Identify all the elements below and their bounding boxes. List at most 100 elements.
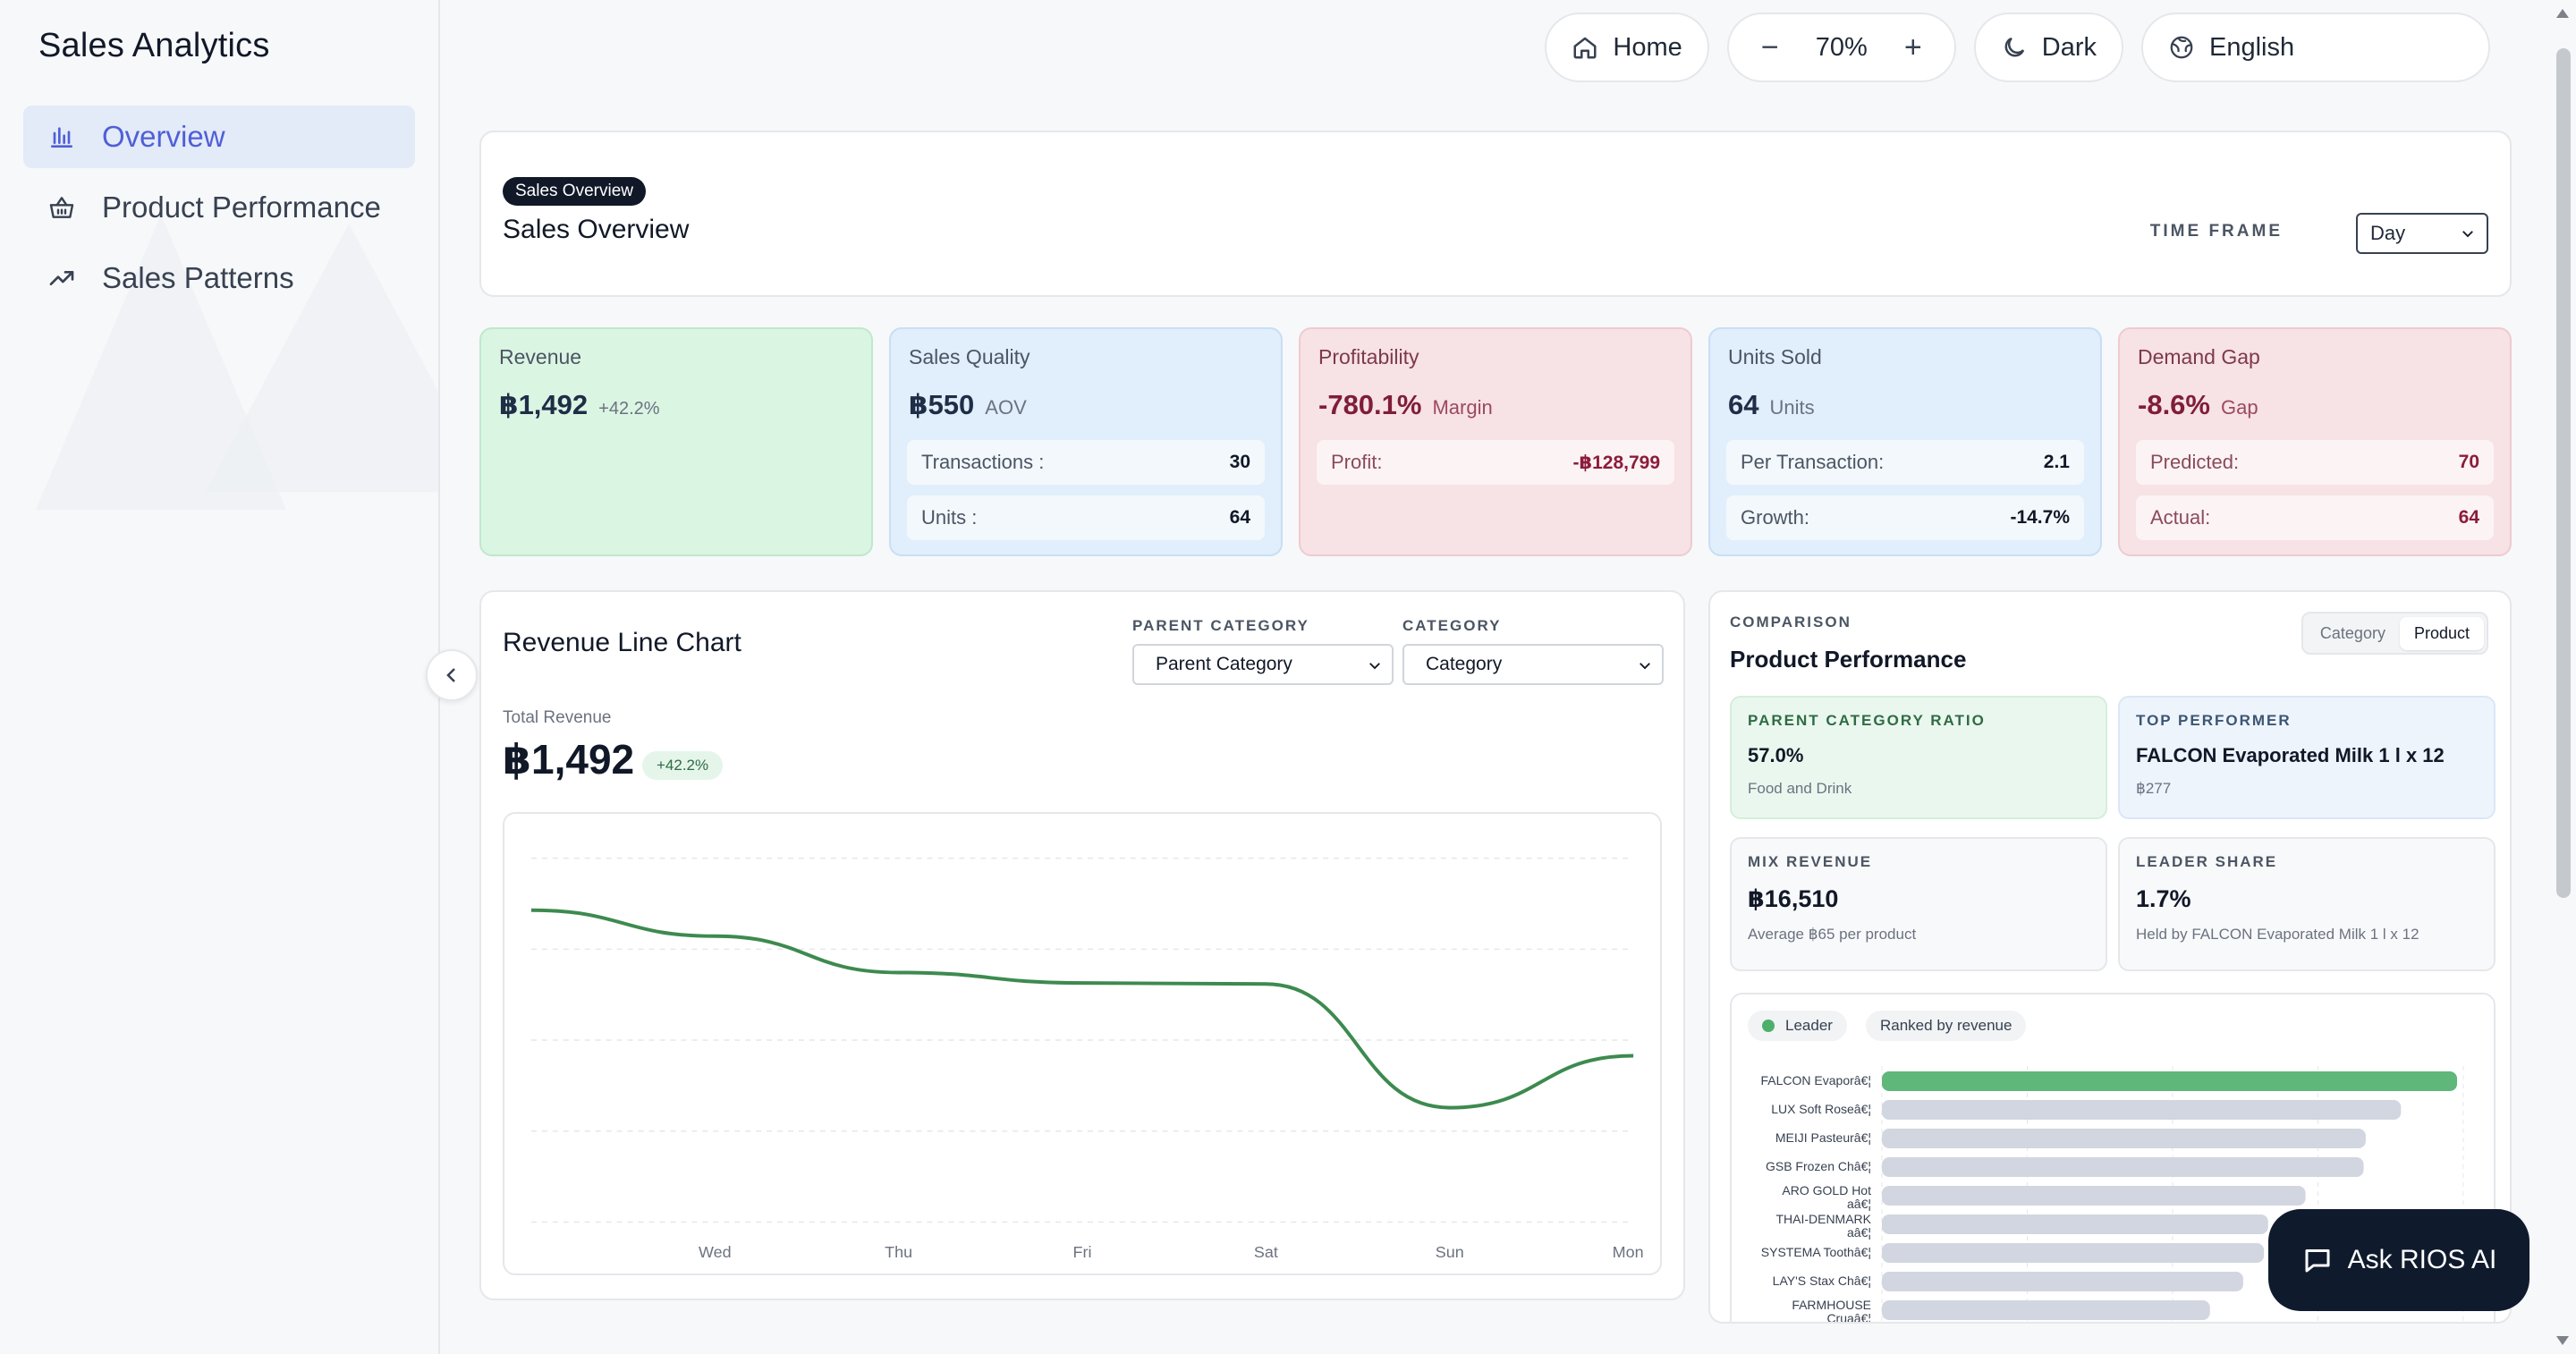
- kpi-unit: Units: [1769, 396, 1815, 419]
- kpi-detail-value: 64: [1229, 507, 1250, 528]
- zoom-out-button[interactable]: −: [1760, 30, 1779, 64]
- kpi-detail-value: 70: [2458, 452, 2479, 472]
- mini-sub: Held by FALCON Evaporated Milk 1 l x 12: [2136, 926, 2419, 943]
- x-tick-label: Sat: [1254, 1243, 1278, 1261]
- home-icon: [1573, 37, 1597, 59]
- leader-share-card: LEADER SHARE 1.7% Held by FALCON Evapora…: [2118, 837, 2496, 971]
- category-select[interactable]: Category: [1402, 644, 1664, 685]
- scroll-thumb[interactable]: [2556, 48, 2571, 898]
- kpi-detail-label: Predicted:: [2150, 451, 2240, 473]
- ask-ai-button[interactable]: Ask RIOS AI: [2268, 1209, 2529, 1311]
- y-tick-label: aâ€¦: [1847, 1225, 1871, 1240]
- y-tick-label: FALCON Evaporâ€¦: [1761, 1073, 1871, 1087]
- y-tick-label: ARO GOLD Hot: [1782, 1183, 1871, 1197]
- product-bar-chart: Leader Ranked by revenue ฿0฿70฿140฿210฿2…: [1730, 993, 2496, 1322]
- bar-chart-svg: ฿0฿70฿140฿210฿280FALCON Evaporâ€¦LUX Sof…: [1761, 1066, 2464, 1322]
- kpi-detail-label: Profit:: [1331, 451, 1383, 473]
- mini-value: ฿16,510: [1748, 885, 1839, 912]
- trend-icon: [47, 263, 77, 293]
- kpi-value-group: -780.1% Margin: [1318, 389, 1673, 421]
- revenue-line-chart: Wed Thu Fri Sat Sun Mon: [503, 812, 1662, 1275]
- globe-icon: [2170, 36, 2193, 59]
- kpi-detail-row: Units : 64: [907, 495, 1265, 540]
- total-revenue-value: ฿1,492: [503, 736, 635, 783]
- kpi-value: -780.1%: [1318, 389, 1422, 420]
- category-filter: CATEGORY Category: [1402, 617, 1664, 685]
- kpi-title: Sales Quality: [909, 345, 1030, 368]
- kpi-value-group: ฿1,492 +42.2%: [499, 389, 853, 421]
- select-value: Category: [1426, 654, 1503, 674]
- kpi-unit: Margin: [1432, 396, 1493, 419]
- sidebar: Sales Analytics Overview Product Perform…: [0, 0, 440, 1354]
- sidebar-item-product-performance[interactable]: Product Performance: [23, 176, 415, 239]
- sidebar-item-label: Product Performance: [102, 190, 381, 224]
- kpi-title: Units Sold: [1728, 345, 1822, 368]
- product-bar: [1882, 1243, 2265, 1263]
- home-button[interactable]: Home: [1545, 13, 1709, 82]
- legend-label: Leader: [1785, 1017, 1833, 1034]
- kpi-value-group: 64 Units: [1728, 389, 2082, 421]
- kpi-detail-value: -฿128,799: [1572, 452, 1660, 473]
- kpi-detail-label: Growth:: [1741, 506, 1810, 529]
- revenue-chart-card: Revenue Line Chart PARENT CATEGORY Paren…: [479, 590, 1685, 1300]
- x-tick-label: Wed: [699, 1243, 732, 1261]
- sidebar-item-sales-patterns[interactable]: Sales Patterns: [23, 247, 415, 309]
- sidebar-item-label: Overview: [102, 120, 225, 153]
- kpi-detail-label: Actual:: [2150, 506, 2211, 529]
- product-bar: [1882, 1100, 2402, 1120]
- kpi-detail-row: Profit: -฿128,799: [1317, 440, 1674, 485]
- zoom-in-button[interactable]: +: [1903, 30, 1922, 64]
- timeframe-value: Day: [2370, 222, 2406, 244]
- page-title: Sales Overview: [503, 215, 690, 244]
- parent-category-ratio-card: PARENT CATEGORY RATIO 57.0% Food and Dri…: [1730, 696, 2107, 819]
- sidebar-item-overview[interactable]: Overview: [23, 106, 415, 168]
- kpi-profitability: Profitability -780.1% Margin Profit: -฿12…: [1299, 327, 1692, 556]
- main-content: Sales Overview Sales Overview TIME FRAME…: [479, 131, 2512, 1324]
- language-label: English: [2209, 32, 2295, 62]
- zoom-control: − 70% +: [1726, 13, 1956, 82]
- kpi-detail-row: Per Transaction: 2.1: [1726, 440, 2084, 485]
- kpi-detail-value: 64: [2458, 507, 2479, 528]
- y-tick-label: GSB Frozen Châ€¦: [1766, 1159, 1871, 1173]
- language-selector[interactable]: English: [2141, 13, 2490, 82]
- parent-category-select[interactable]: Parent Category: [1132, 644, 1394, 685]
- home-label: Home: [1613, 32, 1682, 62]
- kpi-value: 64: [1728, 389, 1759, 420]
- x-tick-label: Sun: [1436, 1243, 1464, 1261]
- comparison-title: Product Performance: [1730, 646, 1967, 673]
- product-bar: [1882, 1071, 2458, 1091]
- revenue-series-line: [530, 908, 1634, 1110]
- timeframe-select[interactable]: Day: [2356, 213, 2488, 254]
- x-tick-label: Fri: [1073, 1243, 1092, 1261]
- toggle-product[interactable]: Product: [2399, 616, 2484, 650]
- mini-value: 1.7%: [2136, 885, 2191, 912]
- sales-overview-header: Sales Overview Sales Overview TIME FRAME…: [479, 131, 2512, 297]
- chat-bubble-icon: [2305, 1249, 2330, 1273]
- scroll-up-arrow-icon[interactable]: [2556, 9, 2569, 18]
- theme-toggle-button[interactable]: Dark: [1973, 13, 2123, 82]
- product-bar: [1882, 1129, 2366, 1148]
- product-comparison-card: COMPARISON Product Performance Category …: [1708, 590, 2512, 1324]
- kpi-detail-row: Actual: 64: [2136, 495, 2494, 540]
- theme-label: Dark: [2041, 32, 2097, 62]
- kpi-detail-label: Transactions :: [921, 451, 1045, 473]
- mix-revenue-card: MIX REVENUE ฿16,510 Average ฿65 per prod…: [1730, 837, 2107, 971]
- legend-ranked: Ranked by revenue: [1866, 1011, 2027, 1041]
- kpi-value-group: ฿550 AOV: [909, 389, 1263, 421]
- page-scrollbar[interactable]: [2549, 0, 2576, 1354]
- mini-sub: Average ฿65 per product: [1748, 926, 1917, 943]
- app-title: Sales Analytics: [38, 27, 270, 64]
- mini-label: MIX REVENUE: [1748, 853, 1873, 870]
- collapse-sidebar-button[interactable]: [426, 649, 478, 701]
- scroll-down-arrow-icon[interactable]: [2556, 1336, 2569, 1345]
- y-tick-label: LUX Soft Roseâ€¦: [1771, 1102, 1871, 1116]
- toggle-category[interactable]: Category: [2319, 623, 2385, 642]
- legend-label: Ranked by revenue: [1880, 1017, 2012, 1034]
- top-toolbar: Home − 70% + Dark English: [1545, 13, 2490, 82]
- section-tag: Sales Overview: [503, 177, 646, 206]
- chevron-left-icon: [446, 668, 455, 682]
- kpi-units-sold: Units Sold 64 Units Per Transaction: 2.1 …: [1708, 327, 2102, 556]
- kpi-detail-row: Transactions : 30: [907, 440, 1265, 485]
- kpi-detail-value: 2.1: [2043, 452, 2070, 472]
- kpi-detail-value: -14.7%: [2010, 507, 2070, 528]
